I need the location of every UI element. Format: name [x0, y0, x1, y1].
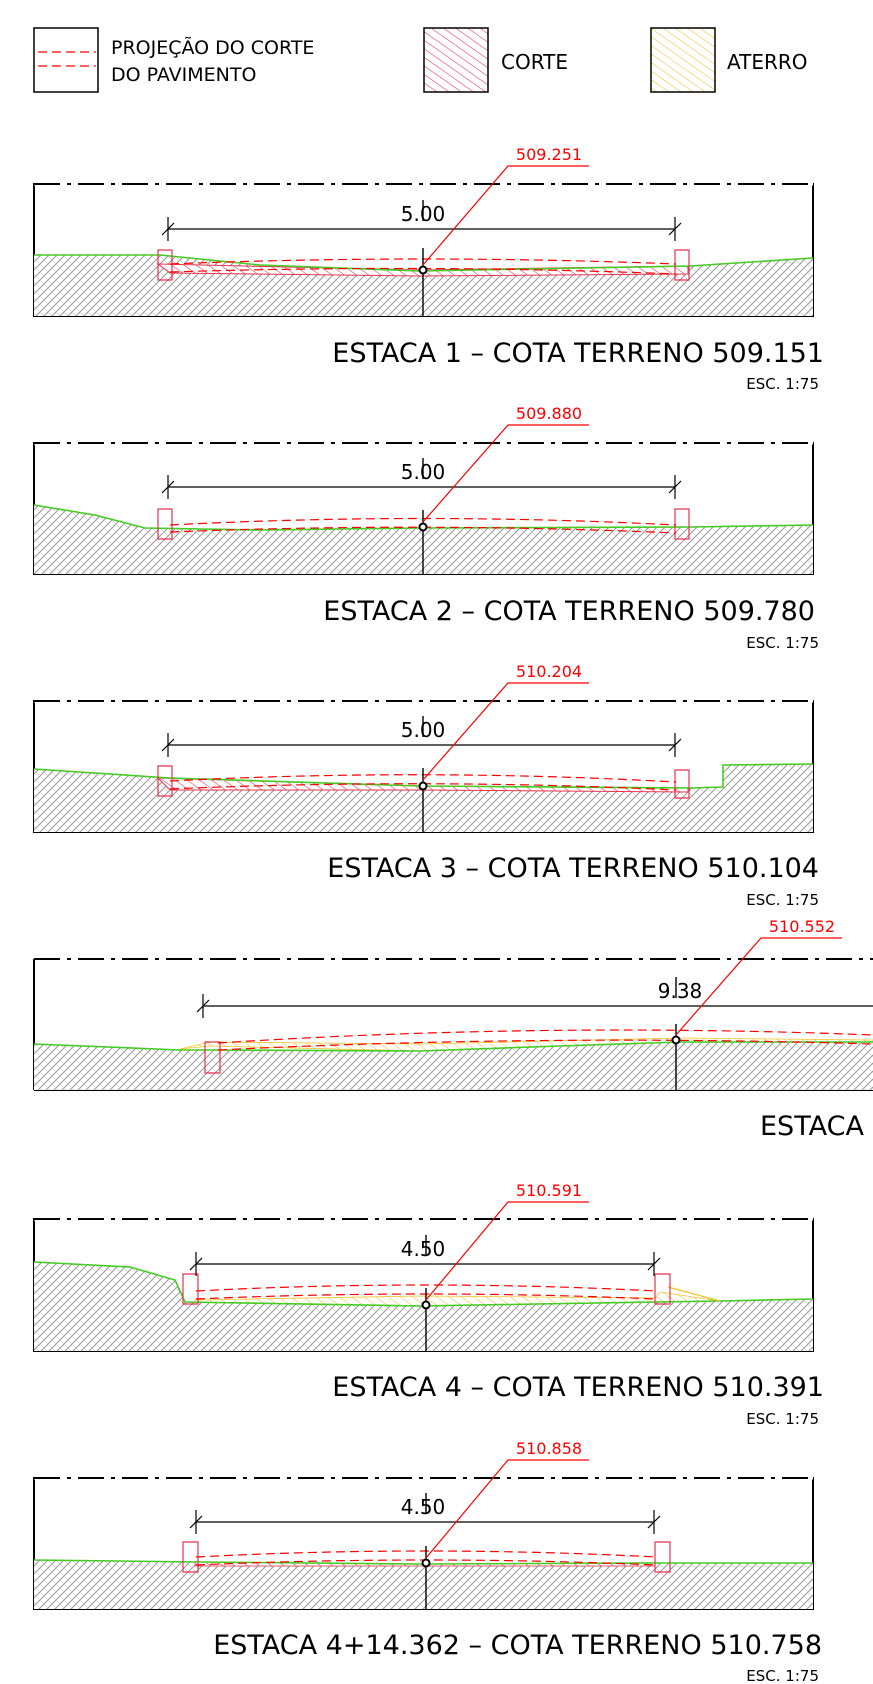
- curb-right: [654, 1541, 671, 1573]
- elevation-label: 510.552: [769, 917, 835, 936]
- scale-label: ESC. 1:75: [746, 891, 819, 909]
- elevation-label: 510.204: [516, 662, 582, 681]
- scale-label: ESC. 1:75: [746, 1410, 819, 1428]
- terrain-line: [33, 504, 814, 531]
- section-title: ESTACA 3 – COTA TERRENO 510.104: [327, 853, 819, 884]
- pavement-projection-top: [195, 1284, 657, 1292]
- axis-point: [421, 1558, 431, 1568]
- scale-label: ESC. 1:75: [746, 375, 819, 393]
- curb-right: [654, 1273, 671, 1305]
- curb-left: [182, 1273, 199, 1305]
- axis-point: [418, 522, 428, 532]
- width-dimension: 5.00: [401, 718, 446, 742]
- curb-left: [182, 1541, 199, 1573]
- width-dimension: 4.50: [401, 1495, 446, 1519]
- elevation-label: 509.251: [516, 145, 582, 164]
- curb-right: [674, 508, 690, 540]
- axis-point: [418, 265, 428, 275]
- elevation-label: 510.591: [516, 1181, 582, 1200]
- axis-point: [421, 1300, 431, 1310]
- width-dimension: 5.00: [401, 202, 446, 226]
- axis-point: [418, 781, 428, 791]
- section-estaca-4-14362: 4.50 510.858 ESTACA 4+14.362 – COTA TERR…: [33, 1439, 822, 1684]
- legend-projection-label: PROJEÇÃO DO CORTE DO PAVIMENTO: [111, 36, 320, 86]
- legend-pavement-projection: PROJEÇÃO DO CORTE DO PAVIMENTO: [33, 27, 320, 93]
- section-title: ESTACA 2 – COTA TERRENO 509.780: [323, 596, 815, 627]
- elevation-leader: [425, 1459, 589, 1559]
- curb-right: [674, 249, 690, 281]
- section-estaca-4: 4.50 510.591 ESTACA 4 – COTA TERRENO 510…: [33, 1181, 824, 1428]
- legend-cut: CORTE: [423, 27, 568, 93]
- terrain-line: [33, 763, 814, 789]
- scale-label: ESC. 1:75: [746, 1667, 819, 1684]
- axis-point: [671, 1035, 681, 1045]
- ground-area: [34, 1042, 873, 1090]
- terrain-line: [33, 1261, 814, 1307]
- legend-fill: ATERRO: [650, 27, 808, 93]
- elevation-leader: [422, 682, 589, 781]
- elevation-leader: [675, 937, 842, 1036]
- width-dimension: 5.00: [401, 460, 446, 484]
- curb-right: [674, 769, 690, 799]
- curb-left: [157, 765, 173, 797]
- legend-cut-label: CORTE: [501, 50, 568, 74]
- curb-left: [157, 249, 173, 281]
- elevation-label: 510.858: [516, 1439, 582, 1458]
- curb-left: [157, 508, 173, 540]
- section-title: ESTACA 4+14.362 – COTA TERRENO 510.758: [213, 1630, 822, 1661]
- elevation-leader: [425, 1201, 589, 1301]
- legend: PROJEÇÃO DO CORTE DO PAVIMENTO CORTE ATE…: [33, 27, 808, 93]
- pavement-projection-top: [217, 1029, 873, 1044]
- section-title: ESTACA 1 – COTA TERRENO 509.151: [332, 338, 824, 369]
- section-estaca-1: 5.00 509.251 ESTACA 1 – COTA TERRENO 509…: [33, 145, 824, 393]
- pavement-projection-bottom: [217, 1039, 873, 1051]
- elevation-leader: [422, 424, 589, 523]
- ground-area: [34, 1560, 813, 1609]
- section-title: ESTACA 4 – COTA TERRENO 510.391: [332, 1372, 824, 1403]
- elevation-leader: [422, 165, 589, 266]
- terrain-line: [33, 1559, 813, 1565]
- section-title: ESTACA 3: [760, 1111, 873, 1142]
- elevation-label: 509.880: [516, 404, 582, 423]
- scale-label: ESC. 1:75: [746, 634, 819, 652]
- section-estaca-3: 5.00 510.204 ESTACA 3 – COTA TERRENO 510…: [33, 662, 819, 909]
- section-estaca-3-extra: 9.38 510.552 ESTACA 3: [33, 917, 873, 1142]
- legend-fill-label: ATERRO: [727, 50, 808, 74]
- section-estaca-2: 5.00 509.880 ESTACA 2 – COTA TERRENO 509…: [33, 404, 819, 652]
- fill-slope: [667, 1286, 721, 1302]
- width-dimension: 4.50: [401, 1237, 446, 1261]
- curb-left: [204, 1041, 221, 1074]
- terrain-line: [34, 254, 814, 272]
- width-dimension: 9.38: [658, 979, 703, 1003]
